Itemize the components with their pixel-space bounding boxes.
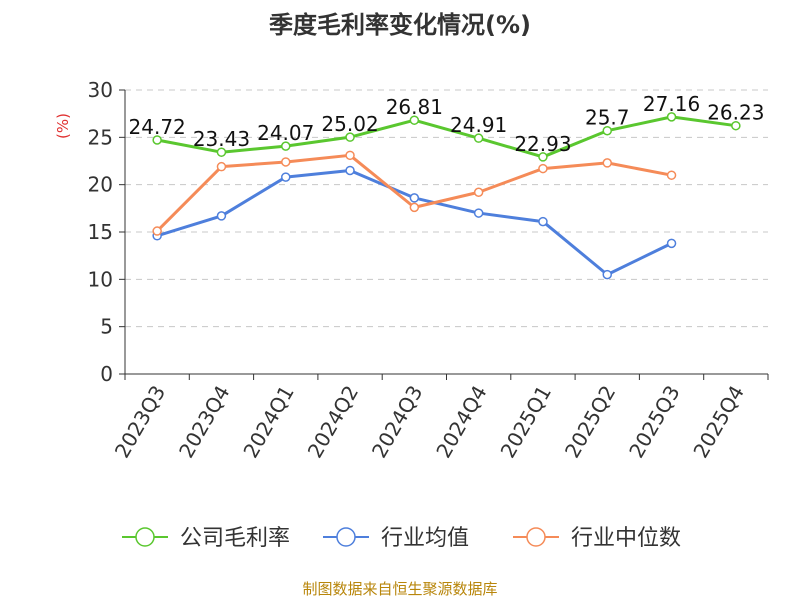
x-tick-label: 2024Q3 — [367, 381, 427, 462]
x-tick-label: 2025Q4 — [688, 381, 748, 462]
data-point — [602, 125, 612, 136]
series-lines — [152, 112, 741, 280]
x-tick-label: 2025Q2 — [560, 381, 620, 462]
data-point — [473, 208, 484, 218]
y-tick-label: 20 — [88, 173, 113, 197]
data-point — [281, 141, 291, 151]
x-tick-label: 2024Q4 — [431, 381, 491, 462]
data-point — [409, 193, 420, 203]
x-tick-label: 2025Q1 — [496, 381, 556, 462]
data-point — [281, 157, 291, 167]
data-label: 26.23 — [707, 101, 764, 125]
legend-label: 行业中位数 — [571, 526, 681, 551]
chart-title: 季度毛利率变化情况(%) — [269, 11, 531, 39]
data-label: 24.72 — [129, 115, 186, 139]
data-point — [345, 150, 355, 161]
y-tick-label: 25 — [88, 125, 113, 149]
y-tick-label: 5 — [100, 315, 113, 339]
data-point — [666, 238, 677, 249]
data-point — [345, 132, 355, 142]
data-point — [216, 161, 227, 172]
y-tick-label: 10 — [88, 267, 113, 291]
data-label: 25.02 — [321, 112, 378, 136]
data-point — [216, 147, 227, 157]
data-point — [538, 216, 548, 227]
legend-label: 公司毛利率 — [180, 526, 290, 551]
legend-marker — [135, 527, 155, 547]
data-point — [473, 187, 484, 197]
grid-lines — [125, 89, 768, 328]
x-tick-label: 2024Q1 — [238, 381, 298, 462]
data-labels: 24.72 23.43 24.07 25.02 26.81 24.91 22.93 25.7 2… — [129, 92, 765, 156]
x-tick-label: 2023Q3 — [110, 381, 170, 462]
y-tick-label: 30 — [88, 78, 113, 102]
data-label: 26.81 — [386, 95, 443, 119]
data-point — [473, 133, 484, 143]
data-point — [281, 172, 291, 182]
y-tick-label: 15 — [88, 220, 113, 244]
legend: 公司毛利率 行业均值 行业中位数 — [122, 526, 681, 551]
series-line — [156, 168, 673, 277]
data-point — [538, 152, 548, 162]
data-label: 22.93 — [514, 132, 571, 156]
source-note: 制图数据来自恒生聚源数据库 — [302, 580, 497, 598]
y-axis-label: (%) — [54, 113, 72, 139]
legend-marker — [336, 527, 356, 547]
x-tick-label: 2025Q3 — [624, 381, 684, 462]
data-point — [666, 170, 677, 180]
data-point — [152, 226, 162, 236]
x-tick-label: 2023Q4 — [174, 381, 234, 462]
data-label: 24.07 — [257, 121, 314, 145]
data-point — [666, 112, 677, 122]
data-point — [409, 202, 420, 213]
x-tick-label: 2024Q2 — [303, 381, 363, 462]
data-point — [409, 115, 420, 125]
series-line — [156, 115, 737, 159]
data-point — [152, 135, 162, 145]
data-label: 25.7 — [585, 106, 630, 130]
legend-label: 行业均值 — [381, 526, 469, 551]
data-label: 23.43 — [193, 127, 250, 151]
data-point — [731, 120, 741, 131]
data-point — [602, 158, 612, 168]
data-label: 27.16 — [643, 92, 700, 116]
data-label: 24.91 — [450, 113, 507, 137]
y-tick-label: 0 — [100, 362, 113, 386]
data-point — [345, 165, 355, 176]
legend-marker — [526, 527, 546, 547]
data-point — [216, 211, 227, 221]
data-point — [602, 269, 612, 280]
data-point — [538, 163, 548, 174]
